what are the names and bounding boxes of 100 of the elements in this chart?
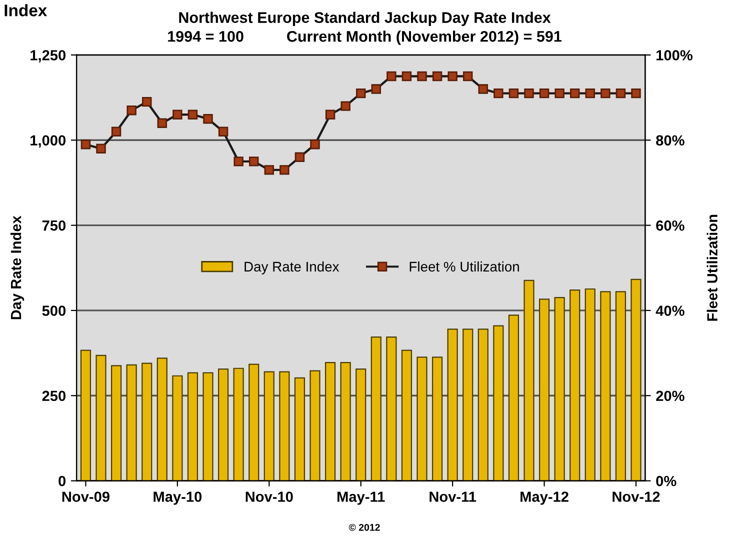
y-tick-label: 500 xyxy=(42,306,66,316)
bar xyxy=(248,364,260,481)
y2-tick-label: 60% xyxy=(656,220,684,231)
point xyxy=(462,71,473,82)
bar xyxy=(110,365,122,481)
point xyxy=(325,110,336,120)
point xyxy=(188,110,198,120)
bar xyxy=(478,328,488,481)
bar xyxy=(96,354,106,481)
point xyxy=(448,71,458,82)
bar xyxy=(401,350,412,481)
point xyxy=(494,88,504,98)
x-tick-label: Nov-09 xyxy=(62,492,110,502)
bar xyxy=(600,291,611,481)
y-tick-label: 750 xyxy=(42,220,66,231)
point xyxy=(616,88,626,98)
x-tick-label: Nov-11 xyxy=(430,492,476,502)
y-tick-label: 0 xyxy=(58,476,66,486)
bar xyxy=(142,362,152,481)
y2-tick-label: 20% xyxy=(656,390,684,402)
bar xyxy=(584,288,596,481)
y2-tick-label: 80% xyxy=(656,135,684,146)
y2-tick-label: 40% xyxy=(656,306,684,316)
point xyxy=(234,156,244,166)
bar xyxy=(218,368,229,481)
y-tick-label: 250 xyxy=(42,390,66,402)
point xyxy=(142,96,152,107)
point xyxy=(371,84,381,94)
bar xyxy=(310,370,320,481)
point xyxy=(218,126,228,136)
point xyxy=(264,165,274,175)
bar xyxy=(187,372,198,481)
bar xyxy=(324,362,336,481)
text: © 2012 xyxy=(348,524,380,531)
point xyxy=(96,144,106,154)
x-tick-label: May-12 xyxy=(520,492,568,505)
point xyxy=(248,156,259,166)
y-tick-label: 1,000 xyxy=(30,135,66,148)
bar xyxy=(630,278,642,481)
bar xyxy=(126,364,137,481)
bar xyxy=(356,368,366,481)
point xyxy=(539,88,550,98)
point xyxy=(280,165,290,175)
point xyxy=(631,88,641,98)
point xyxy=(111,126,122,136)
chart-subtitle: 1994 = 100 Current Month (November 2012) = 591 xyxy=(168,30,562,45)
bar xyxy=(156,358,168,481)
point xyxy=(402,71,412,82)
bar xyxy=(432,356,443,481)
bar xyxy=(386,336,397,481)
bar xyxy=(202,372,214,481)
y-tick-label: 1,250 xyxy=(30,50,66,63)
bar xyxy=(447,328,458,481)
bar xyxy=(233,368,244,481)
point xyxy=(417,71,427,82)
bar xyxy=(264,371,274,481)
bar xyxy=(508,314,520,481)
point xyxy=(340,101,350,111)
point xyxy=(478,84,488,94)
chart-title: Northwest Europe Standard Jackup Day Rate Index xyxy=(179,12,551,26)
y2-axis-title: Fleet Utilization xyxy=(706,214,718,321)
point xyxy=(386,71,396,82)
bar xyxy=(370,336,382,481)
x-tick-label: May-10 xyxy=(154,492,202,505)
point xyxy=(294,152,305,162)
bar xyxy=(554,296,565,481)
bar xyxy=(538,298,550,481)
point xyxy=(570,88,580,98)
bar xyxy=(524,280,534,481)
point xyxy=(508,88,519,98)
bar xyxy=(279,371,290,481)
point xyxy=(432,71,442,82)
legend-label: Fleet % Utilization xyxy=(410,261,519,272)
bar xyxy=(172,375,183,481)
point xyxy=(203,114,213,124)
x-tick-label: Nov-10 xyxy=(246,492,293,502)
point xyxy=(80,140,91,150)
point xyxy=(356,88,366,98)
text: Index xyxy=(4,4,48,16)
bar xyxy=(340,362,351,481)
point xyxy=(524,88,534,98)
point xyxy=(310,140,320,150)
legend-label: Day Rate Index xyxy=(244,261,340,274)
point xyxy=(585,88,595,98)
bar xyxy=(294,377,306,481)
y2-tick-label: 100% xyxy=(656,50,692,60)
bar xyxy=(570,289,580,481)
y2-tick-label: 0% xyxy=(656,476,676,486)
bar xyxy=(416,356,428,481)
point xyxy=(126,105,136,116)
point xyxy=(172,110,182,120)
bar xyxy=(493,325,504,481)
bar xyxy=(80,350,92,481)
x-tick-label: Nov-12 xyxy=(612,492,660,502)
point xyxy=(554,88,564,98)
point xyxy=(600,88,610,98)
point xyxy=(157,118,168,128)
bar xyxy=(462,328,474,481)
y-axis-title: Day Rate Index xyxy=(10,216,24,320)
bar xyxy=(615,291,626,481)
